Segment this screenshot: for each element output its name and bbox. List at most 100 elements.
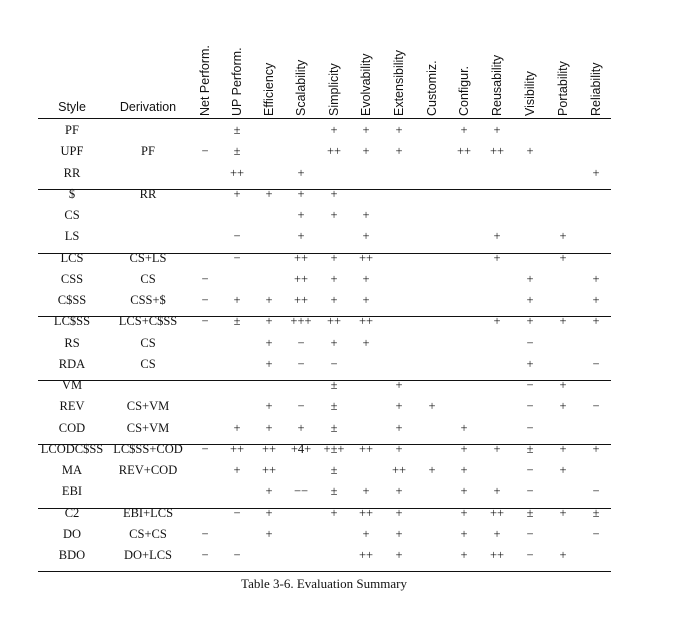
rating-cell: ±: [526, 505, 534, 520]
rating-cell: ±: [233, 123, 241, 137]
rating-cell: +: [493, 250, 501, 265]
rating-cell: +: [460, 548, 468, 562]
rating-cell: +: [460, 484, 468, 499]
rating-cell: +: [362, 123, 370, 137]
rating-cell: −: [592, 526, 600, 541]
style-cell: RDA: [58, 356, 86, 371]
rating-cell: ±: [330, 399, 338, 414]
derivation-cell: RR: [139, 186, 157, 201]
rating-cell: ±: [592, 505, 600, 520]
rating-cell: ±: [330, 420, 338, 435]
rating-cell: ++: [326, 314, 342, 329]
rating-cell: +: [592, 293, 600, 307]
style-cell: C$SS: [57, 293, 87, 307]
group-rule: [38, 443, 611, 445]
style-cell: LC$SS: [53, 314, 91, 329]
rating-cell: +: [265, 484, 273, 499]
rating-cell: +: [493, 484, 501, 499]
style-cell: UPF: [60, 144, 84, 159]
property-header: Customiz.: [425, 60, 439, 116]
rating-cell: +: [559, 229, 567, 244]
rating-cell: +: [493, 441, 501, 456]
group-rule: [38, 380, 611, 381]
rating-cell: +: [526, 314, 534, 329]
rating-cell: +: [297, 165, 305, 180]
rating-cell: ++: [456, 144, 472, 159]
group-rule: [38, 252, 611, 254]
rating-cell: +: [395, 441, 403, 456]
rating-cell: +++: [290, 314, 312, 329]
rating-cell: +: [460, 441, 468, 456]
rating-cell: +: [330, 335, 338, 350]
rating-cell: +: [233, 420, 241, 435]
rating-cell: −: [526, 335, 534, 350]
derivation-cell: CS: [140, 335, 156, 350]
derivation-cell: LC$SS+COD: [113, 441, 183, 456]
property-header: Portability: [556, 61, 570, 116]
rating-cell: +: [559, 314, 567, 329]
rating-cell: ++: [358, 505, 374, 520]
rating-cell: +: [559, 441, 567, 456]
style-cell: RS: [64, 335, 80, 350]
rating-cell: ±: [526, 441, 534, 456]
rating-cell: +: [362, 229, 370, 244]
rating-cell: ++: [293, 250, 309, 265]
rating-cell: −: [526, 378, 534, 392]
derivation-cell: CS+CS: [129, 526, 167, 541]
rating-cell: ++: [229, 441, 245, 456]
rating-cell: +: [559, 548, 567, 562]
rating-cell: ++: [358, 250, 374, 265]
rating-cell: +: [297, 186, 305, 201]
rating-cell: ++: [358, 314, 374, 329]
rating-cell: −: [201, 144, 209, 159]
rating-cell: −: [233, 250, 241, 265]
rating-cell: −: [201, 526, 209, 541]
rating-cell: +: [428, 399, 436, 414]
rating-cell: −−: [293, 484, 309, 499]
rating-cell: +: [395, 399, 403, 414]
style-cell: VM: [61, 378, 83, 392]
rating-cell: +: [592, 165, 600, 180]
rating-cell: −: [233, 548, 241, 562]
rating-cell: ++: [261, 463, 277, 477]
rating-cell: +: [330, 293, 338, 307]
rating-cell: ++: [391, 463, 407, 477]
rating-cell: +4+: [290, 441, 312, 456]
rating-cell: ++: [489, 144, 505, 159]
derivation-cell: DO+LCS: [123, 548, 173, 562]
style-cell: RR: [63, 165, 81, 180]
rating-cell: ++: [326, 144, 342, 159]
style-cell: REV: [59, 399, 85, 414]
rating-cell: +: [395, 378, 403, 392]
rating-cell: +: [395, 123, 403, 137]
rating-cell: +: [526, 293, 534, 307]
table-caption: Table 3-6. Evaluation Summary: [241, 576, 407, 591]
property-header: Visibility: [523, 71, 537, 116]
rating-cell: +: [265, 314, 273, 329]
rating-cell: +: [526, 356, 534, 371]
rating-cell: +: [395, 144, 403, 159]
rating-cell: +: [395, 548, 403, 562]
rating-cell: +: [265, 505, 273, 520]
rating-cell: +: [592, 271, 600, 286]
rating-cell: −: [526, 526, 534, 541]
rating-cell: ++: [358, 548, 374, 562]
rating-cell: −: [526, 420, 534, 435]
derivation-cell: CS+LS: [129, 250, 167, 265]
rating-cell: −: [233, 505, 241, 520]
rating-cell: ++: [229, 165, 245, 180]
rating-cell: −: [592, 484, 600, 499]
rating-cell: −: [201, 271, 209, 286]
property-header: Scalability: [294, 59, 308, 116]
rating-cell: +: [493, 229, 501, 244]
rating-cell: +: [330, 186, 338, 201]
rating-cell: ±: [330, 463, 338, 477]
rating-cell: +: [460, 505, 468, 520]
rating-cell: +: [395, 526, 403, 541]
rating-cell: +: [526, 271, 534, 286]
derivation-cell: CS+VM: [126, 399, 170, 414]
derivation-cell: LCS+C$SS: [118, 314, 178, 329]
style-cell: C2: [64, 505, 80, 520]
rating-cell: +: [395, 505, 403, 520]
